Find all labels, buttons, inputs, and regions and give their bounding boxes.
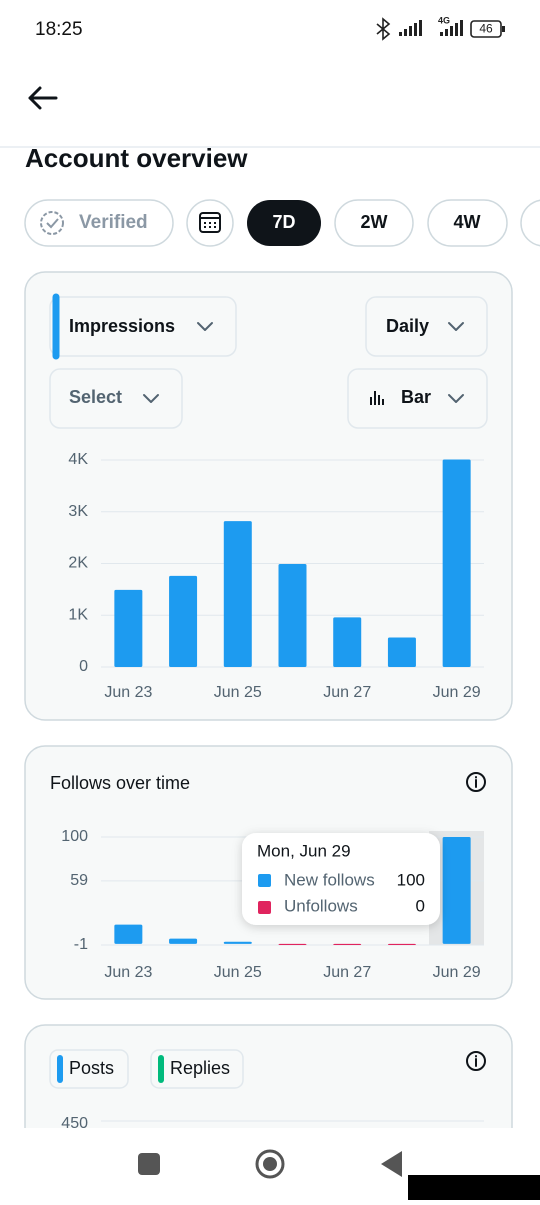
chart-style-dropdown[interactable]: Bar: [347, 368, 488, 429]
y-tick-label: -1: [74, 936, 88, 953]
x-tick-label: Jun 23: [104, 684, 152, 701]
chip-label: 7D: [272, 212, 295, 232]
follows-plot: -1 59 100 Jun 23 Jun 25 Jun 27 Jun 29: [61, 828, 484, 981]
range-chip[interactable]: 4W: [427, 199, 508, 247]
tooltip-value: 100: [397, 870, 425, 889]
status-time: 18:25: [35, 19, 83, 40]
home-button[interactable]: [255, 1149, 285, 1179]
dropdown-label: Select: [69, 387, 122, 407]
x-tick-label: Jun 27: [323, 684, 371, 701]
tooltip-value: 0: [416, 896, 425, 915]
bar: [387, 637, 416, 667]
tooltip: Mon, Jun 29 New follows 100 Unfollows 0: [242, 833, 440, 925]
bar: [278, 943, 307, 945]
info-button[interactable]: [466, 772, 486, 792]
back-nav-button[interactable]: [381, 1151, 402, 1177]
chip-label: Verified: [79, 212, 148, 233]
y-tick-label: 0: [79, 658, 88, 675]
metric-dropdown[interactable]: Impressions: [49, 293, 237, 360]
legend-chip[interactable]: Posts: [49, 1049, 129, 1089]
legend-swatch: [258, 901, 271, 914]
calendar-chip[interactable]: [186, 199, 234, 247]
x-tick-label: Jun 23: [104, 964, 152, 981]
bar: [169, 575, 198, 667]
battery-level: 46: [479, 22, 493, 36]
x-tick-label: Jun 29: [433, 964, 481, 981]
legend-label: Replies: [170, 1058, 230, 1078]
status-icons: [376, 17, 505, 41]
bar: [333, 943, 362, 945]
chip-label: 2W: [361, 212, 388, 232]
legend-swatch: [258, 874, 271, 887]
card-title: Follows over time: [50, 773, 190, 793]
bar: [442, 459, 471, 667]
network-label: 4G: [438, 15, 450, 25]
bar: [114, 924, 143, 944]
compare-dropdown[interactable]: Select: [49, 368, 183, 429]
bar: [223, 941, 252, 944]
x-tick-label: Jun 25: [214, 684, 262, 701]
verified-chip[interactable]: Verified: [24, 199, 174, 247]
bar: [442, 837, 471, 944]
dropdown-label: Bar: [401, 387, 431, 407]
y-tick-label: 2K: [68, 555, 88, 572]
bar: [223, 521, 252, 667]
range-chip[interactable]: 2W: [334, 199, 414, 247]
y-tick-label: 1K: [68, 606, 88, 623]
overlay-bar: [408, 1175, 540, 1200]
tooltip-title: Mon, Jun 29: [257, 841, 351, 860]
legend-label: Posts: [69, 1058, 114, 1078]
chip-label: 4W: [454, 212, 481, 232]
info-button[interactable]: [466, 1051, 486, 1071]
bar: [278, 564, 307, 667]
legend-chip[interactable]: Replies: [150, 1049, 244, 1089]
y-tick-label: 100: [61, 828, 88, 845]
legend-label: Unfollows: [284, 896, 358, 915]
interval-dropdown[interactable]: Daily: [365, 296, 488, 357]
bar: [114, 589, 143, 667]
dropdown-label: Daily: [386, 316, 429, 336]
recents-button[interactable]: [138, 1153, 160, 1175]
page-title: Account overview: [25, 143, 248, 173]
bar: [387, 943, 416, 945]
back-button[interactable]: [28, 86, 58, 110]
legend-label: New follows: [284, 870, 375, 889]
bar: [169, 938, 198, 944]
impressions-plot: 0 1K 2K 3K 4K Jun 23 Jun 25 Jun 27 Jun 29: [68, 451, 484, 701]
range-chip[interactable]: [520, 199, 540, 247]
y-tick-label: 4K: [68, 451, 88, 468]
y-tick-label: 3K: [68, 503, 88, 520]
range-chip[interactable]: 7D: [247, 200, 321, 246]
x-tick-label: Jun 27: [323, 964, 371, 981]
x-tick-label: Jun 25: [214, 964, 262, 981]
bar: [333, 617, 362, 667]
y-tick-label: 59: [70, 872, 88, 889]
dropdown-label: Impressions: [69, 316, 175, 336]
x-tick-label: Jun 29: [433, 684, 481, 701]
y-tick-label: 450: [61, 1115, 88, 1132]
